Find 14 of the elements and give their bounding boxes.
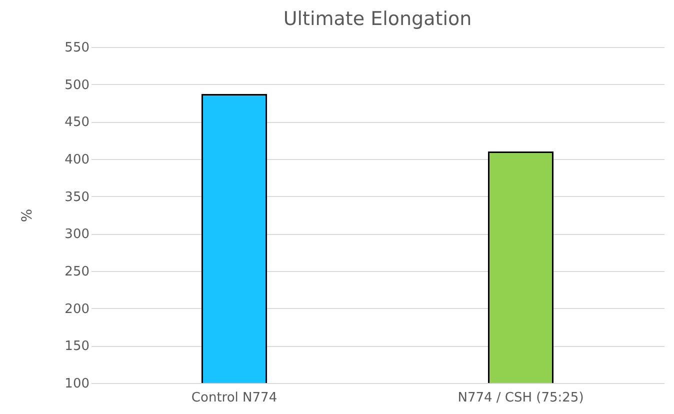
y-tick-label: 550 bbox=[64, 40, 90, 56]
y-tick-label: 250 bbox=[64, 264, 90, 280]
y-tick-label: 200 bbox=[64, 302, 90, 317]
x-tick-label: N774 / CSH (75:25) bbox=[458, 390, 584, 406]
y-tick-label: 100 bbox=[64, 376, 90, 392]
y-axis-title: % bbox=[20, 208, 36, 222]
y-tick-label: 350 bbox=[64, 190, 90, 205]
y-tick-label: 500 bbox=[64, 78, 90, 93]
x-tick-label: Control N774 bbox=[191, 390, 278, 406]
y-tick-label: 450 bbox=[64, 115, 90, 130]
chart-title: Ultimate Elongation bbox=[283, 8, 472, 30]
y-tick-label: 150 bbox=[64, 339, 90, 354]
y-tick-label: 400 bbox=[64, 152, 90, 168]
y-tick-label: 300 bbox=[64, 227, 90, 242]
